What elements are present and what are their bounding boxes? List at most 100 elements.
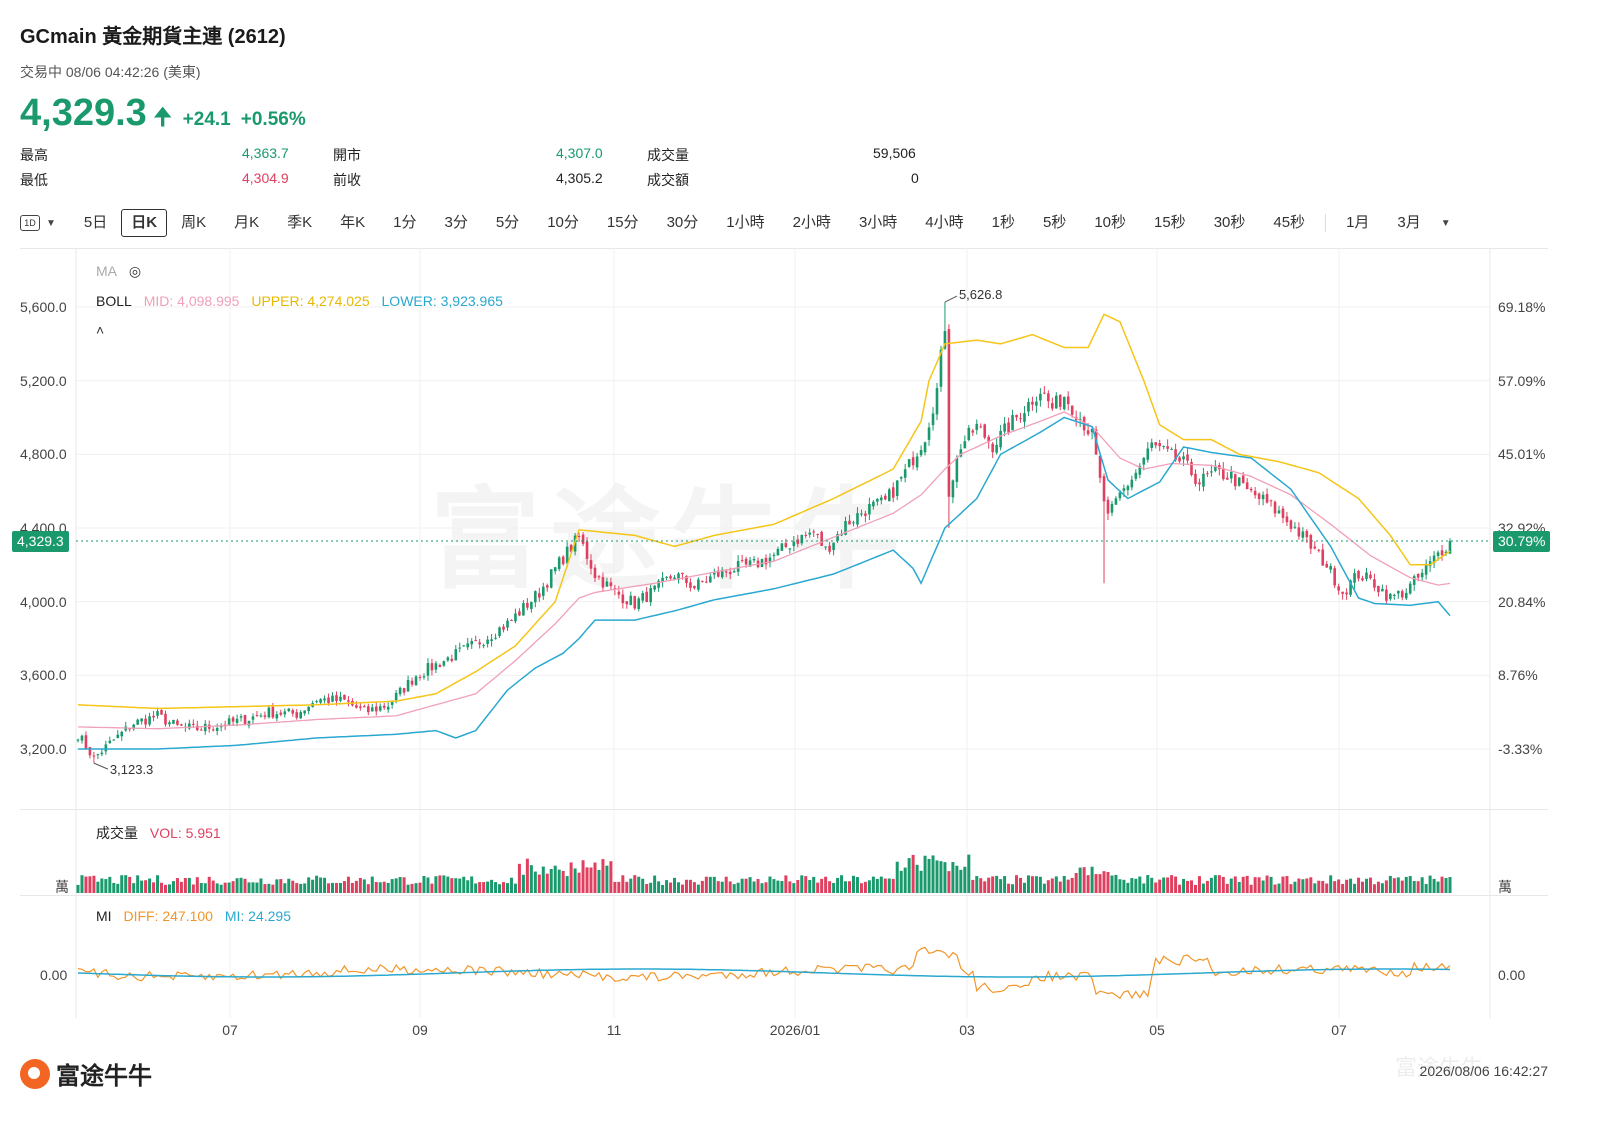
candle-body (112, 739, 116, 741)
candle-body (1249, 488, 1253, 491)
volume-bar (1026, 875, 1030, 893)
tab-11[interactable]: 30分 (666, 214, 699, 231)
tab-extra-1[interactable]: 3月 (1397, 214, 1421, 231)
volume-bar (533, 871, 537, 893)
tab-17[interactable]: 5秒 (1042, 214, 1067, 231)
candle-body (1253, 490, 1257, 496)
tab-0[interactable]: 5日 (83, 214, 108, 231)
tab-3[interactable]: 月K (234, 214, 260, 231)
candle-body (868, 504, 871, 515)
candle-body (1051, 403, 1054, 409)
volume-bar (1253, 877, 1257, 893)
tab-extra-0[interactable]: 1月 (1346, 214, 1370, 231)
candle-body (80, 735, 84, 741)
candle-body (593, 567, 597, 579)
tab-1[interactable]: 日K (121, 209, 168, 237)
snapshot-timestamp: 2026/08/06 16:42:27 (1419, 1063, 1548, 1079)
volume-bar (637, 876, 641, 893)
candle-body (255, 715, 259, 717)
tab-14[interactable]: 3小時 (858, 214, 898, 231)
tab-6[interactable]: 1分 (393, 214, 417, 231)
candle-body (430, 663, 434, 671)
volume-bar (1154, 882, 1158, 893)
ma-legend[interactable]: MA ◎ (96, 263, 149, 280)
candle-body (609, 582, 613, 587)
tab-2[interactable]: 周K (181, 214, 207, 231)
candle-body (732, 571, 736, 573)
candle-body (283, 711, 287, 715)
volume-legend[interactable]: 成交量 VOL: 5.951 (96, 823, 229, 843)
volume-bar (1166, 877, 1170, 893)
tab-18[interactable]: 10秒 (1094, 214, 1126, 231)
candle-body (1202, 473, 1205, 487)
tab-7[interactable]: 3分 (444, 214, 468, 231)
volume-bar (1269, 876, 1273, 893)
volume-bar (1416, 881, 1420, 893)
volume-bar (132, 883, 136, 893)
candle-body (601, 577, 605, 588)
candle-body (549, 569, 553, 588)
candle-body (478, 642, 481, 645)
volume-bar (1022, 882, 1026, 893)
volume-bar (1126, 882, 1130, 893)
candle-body (498, 627, 501, 637)
volume-bar (267, 883, 271, 893)
tab-21[interactable]: 45秒 (1273, 214, 1306, 231)
x-tick-label: 07 (222, 1022, 238, 1038)
candle-body (657, 580, 660, 588)
tab-8[interactable]: 5分 (495, 214, 520, 231)
tab-4[interactable]: 季K (287, 214, 313, 231)
volume-bar (1345, 879, 1349, 893)
divider (20, 248, 1548, 249)
volume-bar (1281, 876, 1285, 893)
volume-bar (859, 883, 863, 893)
candle-body (331, 695, 334, 702)
eye-off-icon[interactable]: ◎ (128, 263, 142, 279)
volume-bar (362, 879, 366, 893)
candle-body (307, 706, 310, 712)
candle-body (736, 561, 740, 572)
tab-10[interactable]: 15分 (606, 214, 639, 231)
volume-bar (1106, 872, 1110, 893)
volume-bar (80, 875, 84, 893)
volume-bar (911, 854, 915, 893)
tab-20[interactable]: 30秒 (1213, 214, 1246, 231)
volume-bar (808, 880, 812, 893)
period-selector[interactable]: 1D ▼ (20, 215, 70, 231)
candle-body (466, 643, 470, 648)
volume-bar (593, 862, 597, 893)
boll-legend[interactable]: BOLL MID: 4,098.995 UPPER: 4,274.025 LOW… (96, 293, 511, 309)
volume-bar (1249, 884, 1253, 893)
mi-zero-right: 0.00 (1498, 967, 1526, 983)
candle-body (919, 450, 923, 456)
candle-body (1066, 396, 1070, 405)
candle-body (144, 718, 147, 725)
candle-body (931, 413, 935, 426)
candle-body (923, 442, 927, 453)
volume-bar (553, 865, 557, 893)
volume-bar (645, 884, 649, 893)
candle-body (1345, 592, 1348, 595)
tab-5[interactable]: 年K (340, 214, 366, 231)
candlestick-chart[interactable]: 5,626.8 3,123.3 (0, 248, 1600, 1028)
chevron-down-icon[interactable]: ▼ (1440, 217, 1451, 229)
volume-bar (1030, 876, 1034, 893)
candle-body (625, 601, 629, 605)
tab-15[interactable]: 4小時 (925, 214, 964, 231)
tab-19[interactable]: 15秒 (1154, 214, 1186, 231)
futu-logo-icon (20, 1058, 50, 1089)
volume-bar (1205, 880, 1209, 893)
volume-bar (410, 883, 414, 893)
candle-body (693, 585, 696, 589)
tab-12[interactable]: 1小時 (726, 214, 765, 231)
volume-bar (1134, 878, 1138, 893)
tab-16[interactable]: 1秒 (991, 214, 1015, 231)
tab-13[interactable]: 2小時 (792, 214, 831, 231)
candle-body (836, 534, 839, 541)
tab-9[interactable]: 10分 (547, 214, 579, 231)
amount-label: 成交額 (647, 172, 689, 188)
candle-body (382, 705, 386, 708)
volume-bar (887, 878, 891, 893)
collapse-icon[interactable]: ˄ (96, 322, 105, 338)
mi-legend[interactable]: MI DIFF: 247.100 MI: 24.295 (96, 908, 299, 924)
